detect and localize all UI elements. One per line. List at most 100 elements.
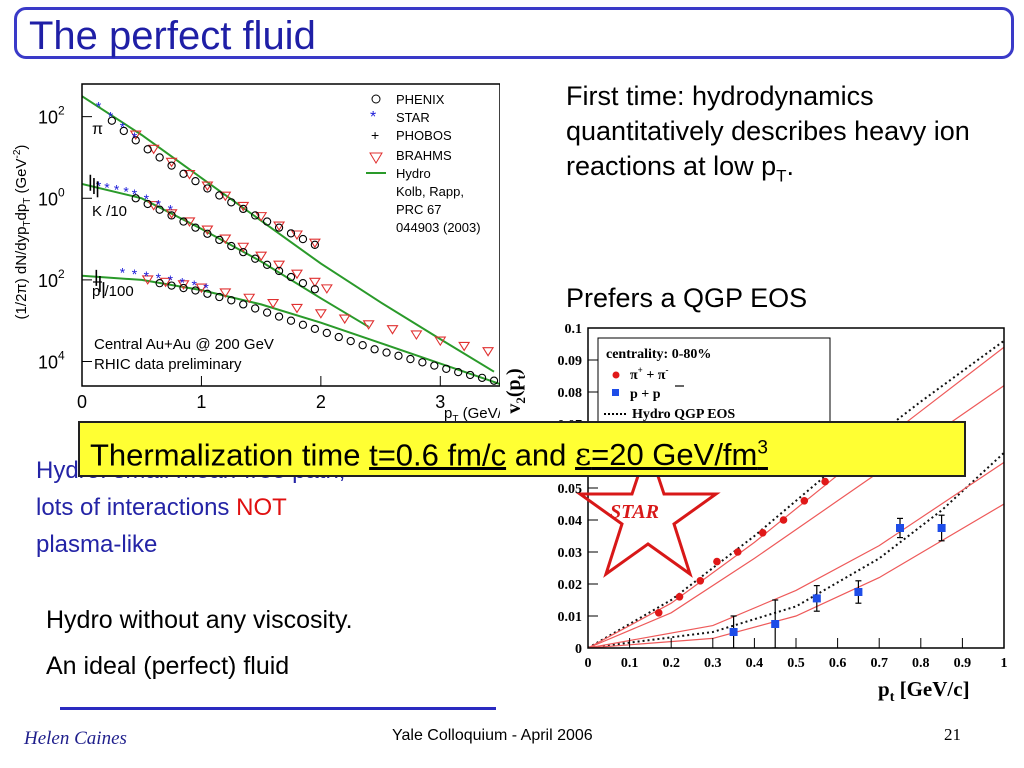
pion-point: [821, 477, 829, 486]
legend-label-pions: π+ + π-: [630, 365, 668, 383]
phenix-point: [143, 199, 152, 209]
phenix-point: [286, 316, 296, 325]
epsilon-value: =20 GeV/fm: [591, 437, 758, 473]
proton-point: [812, 594, 821, 603]
phenix-point: [286, 229, 296, 238]
banner-prefix: Thermalization time: [90, 437, 370, 473]
v2-xtick-label: 0.6: [829, 656, 847, 671]
proton-point: [896, 524, 904, 532]
spectra-annotation: Central Au+Au @ 200 GeV: [94, 336, 274, 353]
phenix-point: [167, 161, 176, 170]
v2-xtick-label: 0.4: [746, 656, 764, 671]
v2-legend: centrality: 0-80% π+ + π- p + p Hydro QG…: [597, 337, 831, 425]
v2-xlabel: pt [GeV/c]: [878, 677, 970, 705]
legend-reference: 044903 (2003): [396, 220, 481, 235]
phenix-point: [477, 373, 487, 382]
brahms-point: [290, 303, 303, 314]
right-text: First time: hydrodynamics quantitatively…: [566, 79, 986, 193]
brahms-point: [165, 209, 178, 219]
v2-ytick-label: 0: [575, 642, 582, 657]
phenix-point: [382, 348, 391, 357]
v2-xtick-label: 1: [1001, 656, 1008, 671]
phenix-point: [239, 247, 248, 257]
v2-ytick-label: 0.1: [565, 322, 583, 337]
phenix-point: [155, 153, 164, 162]
legend-marker-brahms: [369, 152, 383, 164]
v2-legend-box: [597, 337, 831, 425]
phenix-point: [227, 198, 236, 207]
phenix-point: [370, 345, 379, 354]
v2-xtick-label: 0.3: [704, 656, 722, 671]
v2-ytick-label: 0.08: [558, 386, 583, 401]
phenix-point: [203, 229, 212, 238]
spectra-ytick-label: 104: [38, 349, 65, 373]
phenix-point: [239, 204, 248, 214]
hydro-text: Hydro without any viscosity. An ideal (p…: [46, 597, 353, 689]
v2-curve-hydro-proton-dotted: [588, 452, 1004, 648]
brahms-point: [410, 330, 423, 341]
phenix-point: [143, 145, 152, 154]
brahms-point: [458, 341, 471, 352]
v2-xtick-label: 0.5: [787, 656, 805, 671]
v2-legend-title: centrality: 0-80%: [606, 347, 711, 362]
legend-label-phenix: PHENIX: [396, 92, 445, 107]
legend-label-hydro: Hydro: [396, 166, 431, 181]
brahms-point: [243, 293, 256, 304]
footer-event: Yale Colloquium - April 2006: [392, 727, 593, 744]
phenix-point: [179, 217, 188, 226]
phenix-point: [358, 341, 367, 350]
brahms-point: [273, 221, 286, 232]
star-point: *: [132, 186, 138, 202]
epsilon-symbol: ε: [575, 437, 592, 474]
proton-point: [771, 620, 780, 628]
v2-ytick-label: 0.01: [558, 610, 583, 625]
pion-point: [713, 557, 721, 566]
banner-mid: and: [506, 437, 576, 473]
legend-marker-star: *: [370, 109, 376, 126]
epsilon-exponent: 3: [757, 438, 768, 459]
right-text-tail: .: [786, 151, 795, 181]
v2-curve-proton-band-upper: [588, 461, 1004, 648]
star-point: *: [132, 266, 138, 282]
star-point: *: [144, 268, 150, 284]
phenix-point: [131, 194, 140, 203]
right-text-subscript: T: [776, 166, 787, 186]
banner-tau: t=0.6 fm/c: [369, 437, 507, 473]
v2-xtick-label: 0.2: [662, 656, 680, 671]
phenix-point: [465, 370, 475, 380]
phenix-point: [251, 304, 260, 313]
left-text-line2-prefix: lots of interactions: [36, 494, 237, 521]
phenix-point: [430, 361, 439, 370]
phenix-point: [239, 300, 248, 309]
phenix-point: [227, 241, 236, 251]
footer-author: Helen Caines: [24, 728, 127, 749]
star-logo-shape: [575, 441, 721, 578]
spectra-xtick-label: 0: [77, 392, 87, 412]
phenix-point: [298, 279, 308, 288]
v2-curve-hydro-pion-dotted: [588, 339, 1004, 648]
spectra-ytick-label: 102: [38, 267, 65, 291]
legend-marker-phenix: [371, 94, 381, 104]
spectra-chart: ***** * * * * * * ** * * * * * * * (1/2π) dN/dypTdpT (…: [12, 83, 500, 425]
brahms-point: [314, 309, 327, 319]
v2-ylabel: v2(pt): [503, 368, 528, 413]
star-point: *: [156, 196, 162, 212]
pion-point: [654, 609, 663, 617]
star-point: *: [180, 274, 186, 290]
phenix-point: [251, 254, 260, 263]
phenix-point: [215, 235, 224, 245]
star-point: *: [104, 180, 110, 196]
species-label-proton: p /100: [92, 283, 134, 300]
star-point: *: [120, 119, 126, 135]
phenix-point: [179, 283, 188, 293]
star-point: *: [168, 202, 174, 218]
phenix-point: [215, 292, 224, 302]
legend-reference: PRC 67: [396, 202, 442, 217]
not-emphasis: NOT: [236, 494, 287, 521]
brahms-point: [237, 242, 250, 253]
v2-xtick-label: 0.1: [621, 656, 639, 671]
phenix-point: [310, 324, 320, 334]
hydro-curve-pi: [82, 95, 495, 373]
phenix-point: [262, 308, 272, 317]
phenix-point: [418, 358, 427, 367]
